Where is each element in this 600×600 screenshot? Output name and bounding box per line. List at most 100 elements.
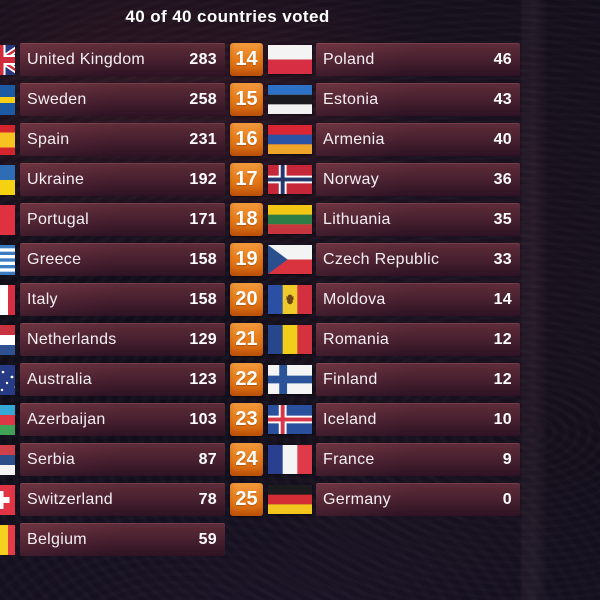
country-name: France — [323, 450, 375, 468]
points-value: 283 — [189, 50, 217, 68]
country-name: Netherlands — [27, 330, 117, 348]
points-value: 258 — [189, 90, 217, 108]
country-name: Belgium — [27, 530, 87, 548]
points-bar: Moldova 14 — [316, 283, 520, 316]
country-row: 21 Romania 12 — [230, 323, 520, 356]
points-value: 158 — [189, 250, 217, 268]
flag-france-icon — [268, 445, 312, 474]
country-name: Estonia — [323, 90, 379, 108]
points-bar: Finland 12 — [316, 363, 520, 396]
flag-finland-icon — [268, 365, 312, 394]
country-row: 17 Norway 36 — [230, 163, 520, 196]
flag-australia-icon — [0, 364, 15, 395]
points-value: 35 — [493, 210, 512, 228]
rank-number: 17 — [235, 168, 258, 190]
country-row: Ukraine 192 — [0, 163, 225, 196]
points-value: 10 — [493, 410, 512, 428]
rank-badge: 22 — [230, 363, 263, 396]
rank-badge: 20 — [230, 283, 263, 316]
country-row: Belgium 59 — [0, 523, 225, 556]
points-value: 9 — [502, 450, 512, 468]
points-bar: Italy 158 — [20, 283, 225, 316]
rank-number: 20 — [235, 288, 258, 310]
rank-number: 24 — [235, 448, 258, 470]
flag-lithuania-icon — [268, 205, 312, 234]
points-bar: Ukraine 192 — [20, 163, 225, 196]
rank-badge: 15 — [230, 83, 263, 116]
country-row: 14 Poland 46 — [230, 43, 520, 76]
flag-united-kingdom-icon — [0, 44, 15, 75]
flag-germany-icon — [268, 485, 312, 514]
rank-badge: 16 — [230, 123, 263, 156]
points-bar: Czech Republic 33 — [316, 243, 520, 276]
points-value: 0 — [502, 490, 512, 508]
country-row: 15 Estonia 43 — [230, 83, 520, 116]
flag-azerbaijan-icon — [0, 404, 15, 435]
flag-norway-icon — [268, 165, 312, 194]
country-row: Greece 158 — [0, 243, 225, 276]
country-row: United Kingdom 283 — [0, 43, 225, 76]
points-bar: United Kingdom 283 — [20, 43, 225, 76]
points-value: 103 — [189, 410, 217, 428]
points-bar: Azerbaijan 103 — [20, 403, 225, 436]
points-bar: Netherlands 129 — [20, 323, 225, 356]
points-bar: Armenia 40 — [316, 123, 520, 156]
rank-number: 19 — [235, 248, 258, 270]
points-value: 171 — [189, 210, 217, 228]
country-name: Iceland — [323, 410, 377, 428]
points-bar: Sweden 258 — [20, 83, 225, 116]
country-name: Norway — [323, 170, 380, 188]
country-row: Azerbaijan 103 — [0, 403, 225, 436]
points-value: 59 — [198, 530, 217, 548]
flag-poland-icon — [268, 45, 312, 74]
country-row: 22 Finland 12 — [230, 363, 520, 396]
rank-badge: 17 — [230, 163, 263, 196]
points-bar: Norway 36 — [316, 163, 520, 196]
rank-number: 25 — [235, 488, 258, 510]
rank-badge: 14 — [230, 43, 263, 76]
country-name: Spain — [27, 130, 70, 148]
flag-switzerland-icon — [0, 484, 15, 515]
points-bar: Switzerland 78 — [20, 483, 225, 516]
points-value: 123 — [189, 370, 217, 388]
country-name: Armenia — [323, 130, 385, 148]
points-value: 14 — [493, 290, 512, 308]
rank-number: 21 — [235, 328, 258, 350]
country-row: Switzerland 78 — [0, 483, 225, 516]
country-name: Germany — [323, 490, 391, 508]
rank-number: 22 — [235, 368, 258, 390]
flag-ukraine-icon — [0, 164, 15, 195]
points-value: 87 — [198, 450, 217, 468]
rank-badge: 18 — [230, 203, 263, 236]
points-value: 129 — [189, 330, 217, 348]
flag-portugal-icon — [0, 204, 15, 235]
country-name: Switzerland — [27, 490, 114, 508]
points-bar: Greece 158 — [20, 243, 225, 276]
rank-number: 16 — [235, 128, 258, 150]
points-bar: Belgium 59 — [20, 523, 225, 556]
points-value: 46 — [493, 50, 512, 68]
points-bar: Serbia 87 — [20, 443, 225, 476]
flag-romania-icon — [268, 325, 312, 354]
country-row: 19 Czech Republic 33 — [230, 243, 520, 276]
flag-spain-icon — [0, 124, 15, 155]
country-name: Sweden — [27, 90, 87, 108]
country-name: Moldova — [323, 290, 386, 308]
flag-czech-republic-icon — [268, 245, 312, 274]
rank-badge: 25 — [230, 483, 263, 516]
rank-number: 14 — [235, 48, 258, 70]
points-bar: Estonia 43 — [316, 83, 520, 116]
points-bar: France 9 — [316, 443, 520, 476]
country-row: Portugal 171 — [0, 203, 225, 236]
points-bar: Lithuania 35 — [316, 203, 520, 236]
country-row: 18 Lithuania 35 — [230, 203, 520, 236]
country-row: Serbia 87 — [0, 443, 225, 476]
country-name: Azerbaijan — [27, 410, 106, 428]
rank-number: 15 — [235, 88, 258, 110]
points-bar: Poland 46 — [316, 43, 520, 76]
country-row: 24 France 9 — [230, 443, 520, 476]
points-bar: Spain 231 — [20, 123, 225, 156]
points-bar: Romania 12 — [316, 323, 520, 356]
scoreboard-right-column: 14 Poland 46 15 Estonia 43 16 Armenia 40… — [230, 43, 520, 523]
flag-netherlands-icon — [0, 324, 15, 355]
